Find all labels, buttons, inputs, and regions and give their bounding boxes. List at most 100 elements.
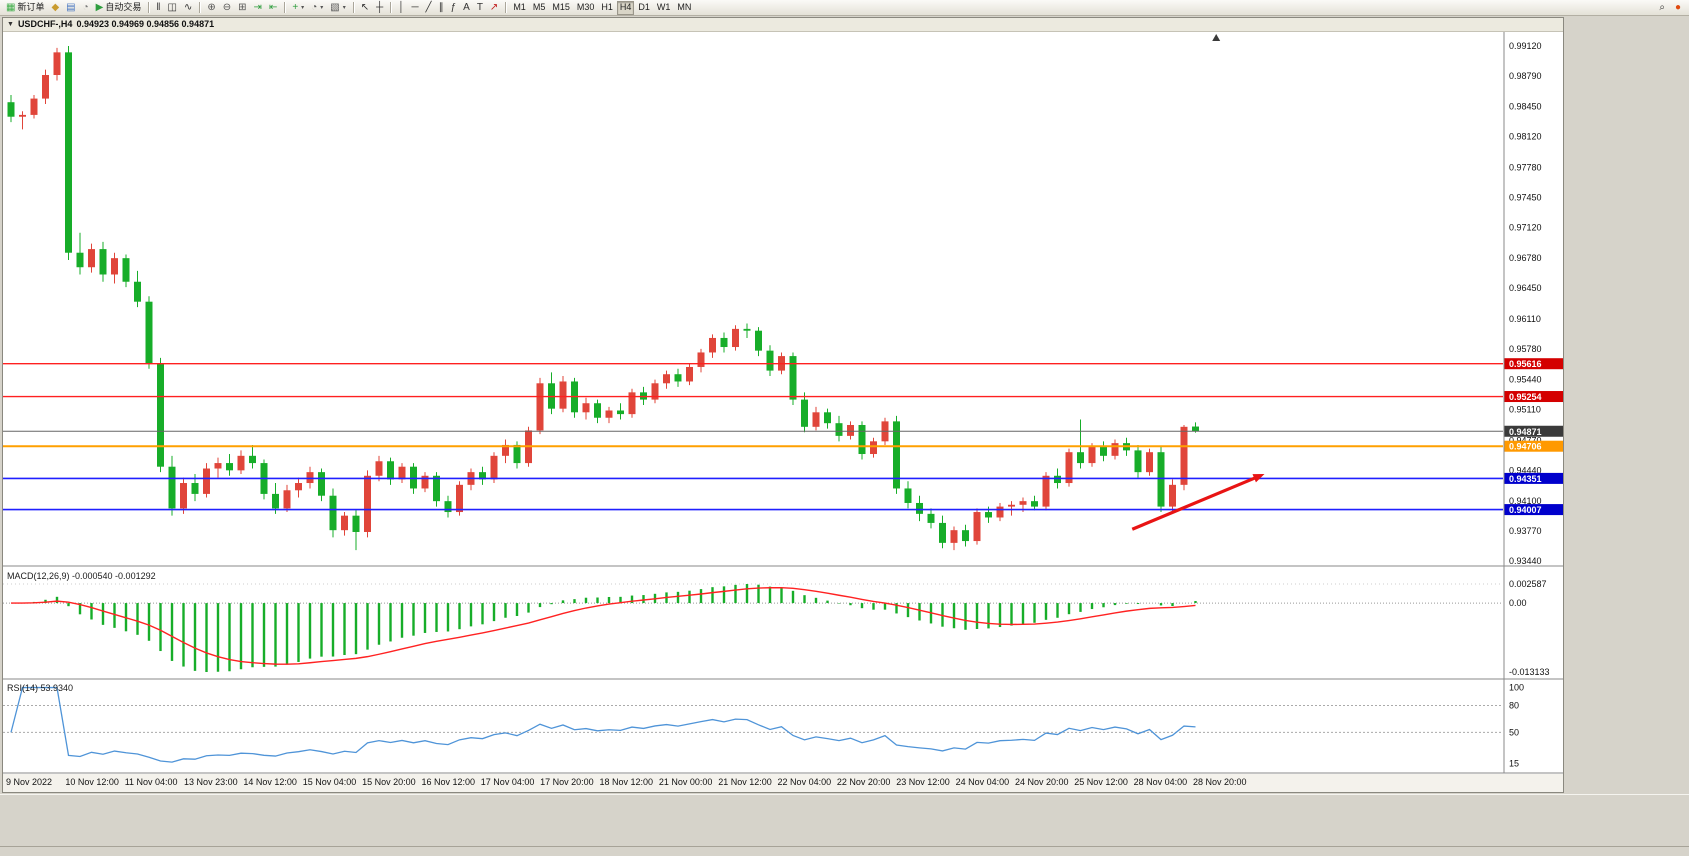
tf-d1-button-label: D1 (638, 2, 650, 12)
fibonacci-button[interactable]: ƒ (448, 1, 460, 15)
periods-button[interactable]: ◔ ▾ (308, 1, 326, 15)
date-axis-label: 24 Nov 20:00 (1015, 777, 1069, 787)
auto-scroll-button[interactable]: ⇥ (251, 1, 265, 15)
candlestick-chart-button[interactable]: ◫ (165, 1, 180, 15)
price-tag (1504, 472, 1563, 484)
new-order-button[interactable]: ▦ 新订单 (3, 1, 47, 15)
tf-m30-button[interactable]: M30 (574, 1, 598, 15)
rsi-label: RSI(14) 53.9340 (7, 683, 73, 693)
candle (249, 444, 256, 469)
history-center-button[interactable]: ◔ (80, 1, 92, 15)
candle (214, 457, 222, 478)
candle (134, 270, 141, 308)
price-tag (1504, 391, 1563, 403)
date-axis: 9 Nov 2022 10 Nov 12:00 11 Nov 04:00 13 Nov… (3, 772, 1563, 792)
candle (663, 370, 670, 389)
crosshair-button[interactable]: ┼ (373, 1, 386, 15)
market-watch-button[interactable]: ▤ (63, 1, 78, 15)
label-button[interactable]: T (474, 1, 486, 15)
candle (858, 421, 866, 460)
date-axis-label: 17 Nov 20:00 (540, 777, 594, 787)
candle (1100, 441, 1107, 462)
line-chart-button[interactable]: ∿ (181, 1, 195, 15)
date-axis-label: 18 Nov 12:00 (600, 777, 654, 787)
tf-m1-button[interactable]: M1 (510, 1, 529, 15)
rsi-pane[interactable]: RSI(14) 53.9340 100 80 50 15 (3, 683, 1524, 769)
trend-arrow[interactable] (1131, 473, 1265, 531)
date-axis-label: 15 Nov 04:00 (303, 777, 357, 787)
date-axis-label: 22 Nov 20:00 (837, 777, 891, 787)
price-axis-label: 0.95780 (1509, 344, 1542, 354)
candle (111, 252, 118, 284)
tf-m5-button[interactable]: M5 (530, 1, 549, 15)
price-tag-label: 0.95254 (1509, 392, 1542, 402)
price-tag (1504, 504, 1563, 516)
templates-button[interactable]: ▧ ▾ (327, 1, 348, 15)
tf-m15-button[interactable]: M15 (549, 1, 573, 15)
trendline-button[interactable]: ╱ (423, 1, 435, 15)
date-axis-label: 13 Nov 23:00 (184, 777, 238, 787)
toolbar-right-group: ⌕ ● (1656, 1, 1686, 15)
tf-h4-button[interactable]: H4 (616, 0, 635, 15)
price-chart[interactable]: 0.99120 0.98790 0.98450 0.98120 0.97780 0.974… (3, 32, 1563, 792)
symbol-dropdown-icon[interactable]: ▼ (7, 21, 14, 28)
zoom-in-button[interactable]: ⊕ (204, 1, 218, 15)
navigator-button[interactable]: ◆ (48, 1, 62, 15)
date-axis-label: 23 Nov 12:00 (896, 777, 950, 787)
bar-chart-button[interactable]: ‖ (153, 1, 163, 15)
date-axis-label: 25 Nov 12:00 (1074, 777, 1128, 787)
line-chart-icon: ∿ (183, 1, 193, 13)
date-axis-label: 14 Nov 12:00 (243, 777, 297, 787)
zoom-out-button[interactable]: ⊖ (220, 1, 234, 15)
price-axis-label: 0.94770 (1509, 435, 1542, 445)
community-button[interactable]: ● (1672, 1, 1684, 15)
tile-windows-button[interactable]: ⊞ (235, 1, 249, 15)
arrows-button[interactable]: ↗ (487, 1, 501, 15)
periods-icon: ◔ (311, 1, 318, 13)
cursor-button[interactable]: ↖ (358, 1, 372, 15)
market-watch-icon: ▤ (66, 1, 76, 13)
chart-titlebar[interactable]: ▼ USDCHF-,H4 0.94923 0.94969 0.94856 0.9… (3, 18, 1563, 32)
tf-mn-button[interactable]: MN (674, 1, 694, 15)
date-axis-label: 10 Nov 12:00 (65, 777, 119, 787)
candle (1157, 446, 1165, 513)
auto-trading-button[interactable]: ▶ 自动交易 (93, 1, 145, 15)
templates-icon: ▧ (330, 1, 340, 13)
date-axis-label: 28 Nov 20:00 (1193, 777, 1247, 787)
candle (42, 69, 49, 105)
candle (479, 466, 486, 485)
candle (203, 463, 210, 498)
candle (812, 406, 820, 431)
search-button[interactable]: ⌕ (1656, 1, 1668, 15)
text-button[interactable]: A (460, 1, 473, 15)
tf-m1-button-label: M1 (513, 2, 526, 12)
chart-shift-marker[interactable] (1212, 34, 1221, 41)
price-tag-label: 0.94871 (1509, 427, 1542, 437)
channel-button[interactable]: ∥ (436, 1, 447, 15)
tf-w1-button[interactable]: W1 (654, 1, 674, 15)
tf-d1-button[interactable]: D1 (635, 1, 653, 15)
vertical-line-button[interactable]: │ (395, 1, 407, 15)
tf-h1-button[interactable]: H1 (598, 1, 616, 15)
macd-axis-zero: 0.00 (1509, 598, 1527, 608)
cursor-icon: ↖ (360, 1, 370, 13)
tf-h1-button-label: H1 (601, 2, 613, 12)
price-axis-label: 0.97120 (1509, 222, 1542, 232)
date-axis-label: 24 Nov 04:00 (956, 777, 1010, 787)
rsi-axis-label: 15 (1509, 759, 1519, 769)
candle (674, 368, 682, 387)
candle (387, 457, 394, 485)
macd-pane[interactable]: MACD(12,26,9) -0.000540 -0.001292 0.00258… (3, 571, 1550, 677)
horizontal-line-button[interactable]: ─ (408, 1, 421, 15)
date-axis-label: 9 Nov 2022 (6, 777, 52, 787)
price-pane[interactable]: 0.99120 0.98790 0.98450 0.98120 0.97780 0.974… (3, 34, 1563, 566)
indicators-button[interactable]: + ▾ (289, 1, 307, 15)
search-icon: ⌕ (1659, 1, 1665, 13)
candle (1065, 448, 1073, 487)
dropdown-arrow-icon: ▾ (320, 4, 324, 11)
toolbar-separator (352, 2, 354, 13)
candle (870, 437, 877, 458)
chart-shift-button[interactable]: ⇤ (266, 1, 280, 15)
candle (306, 466, 314, 489)
dropdown-arrow-icon: ▾ (342, 4, 346, 11)
